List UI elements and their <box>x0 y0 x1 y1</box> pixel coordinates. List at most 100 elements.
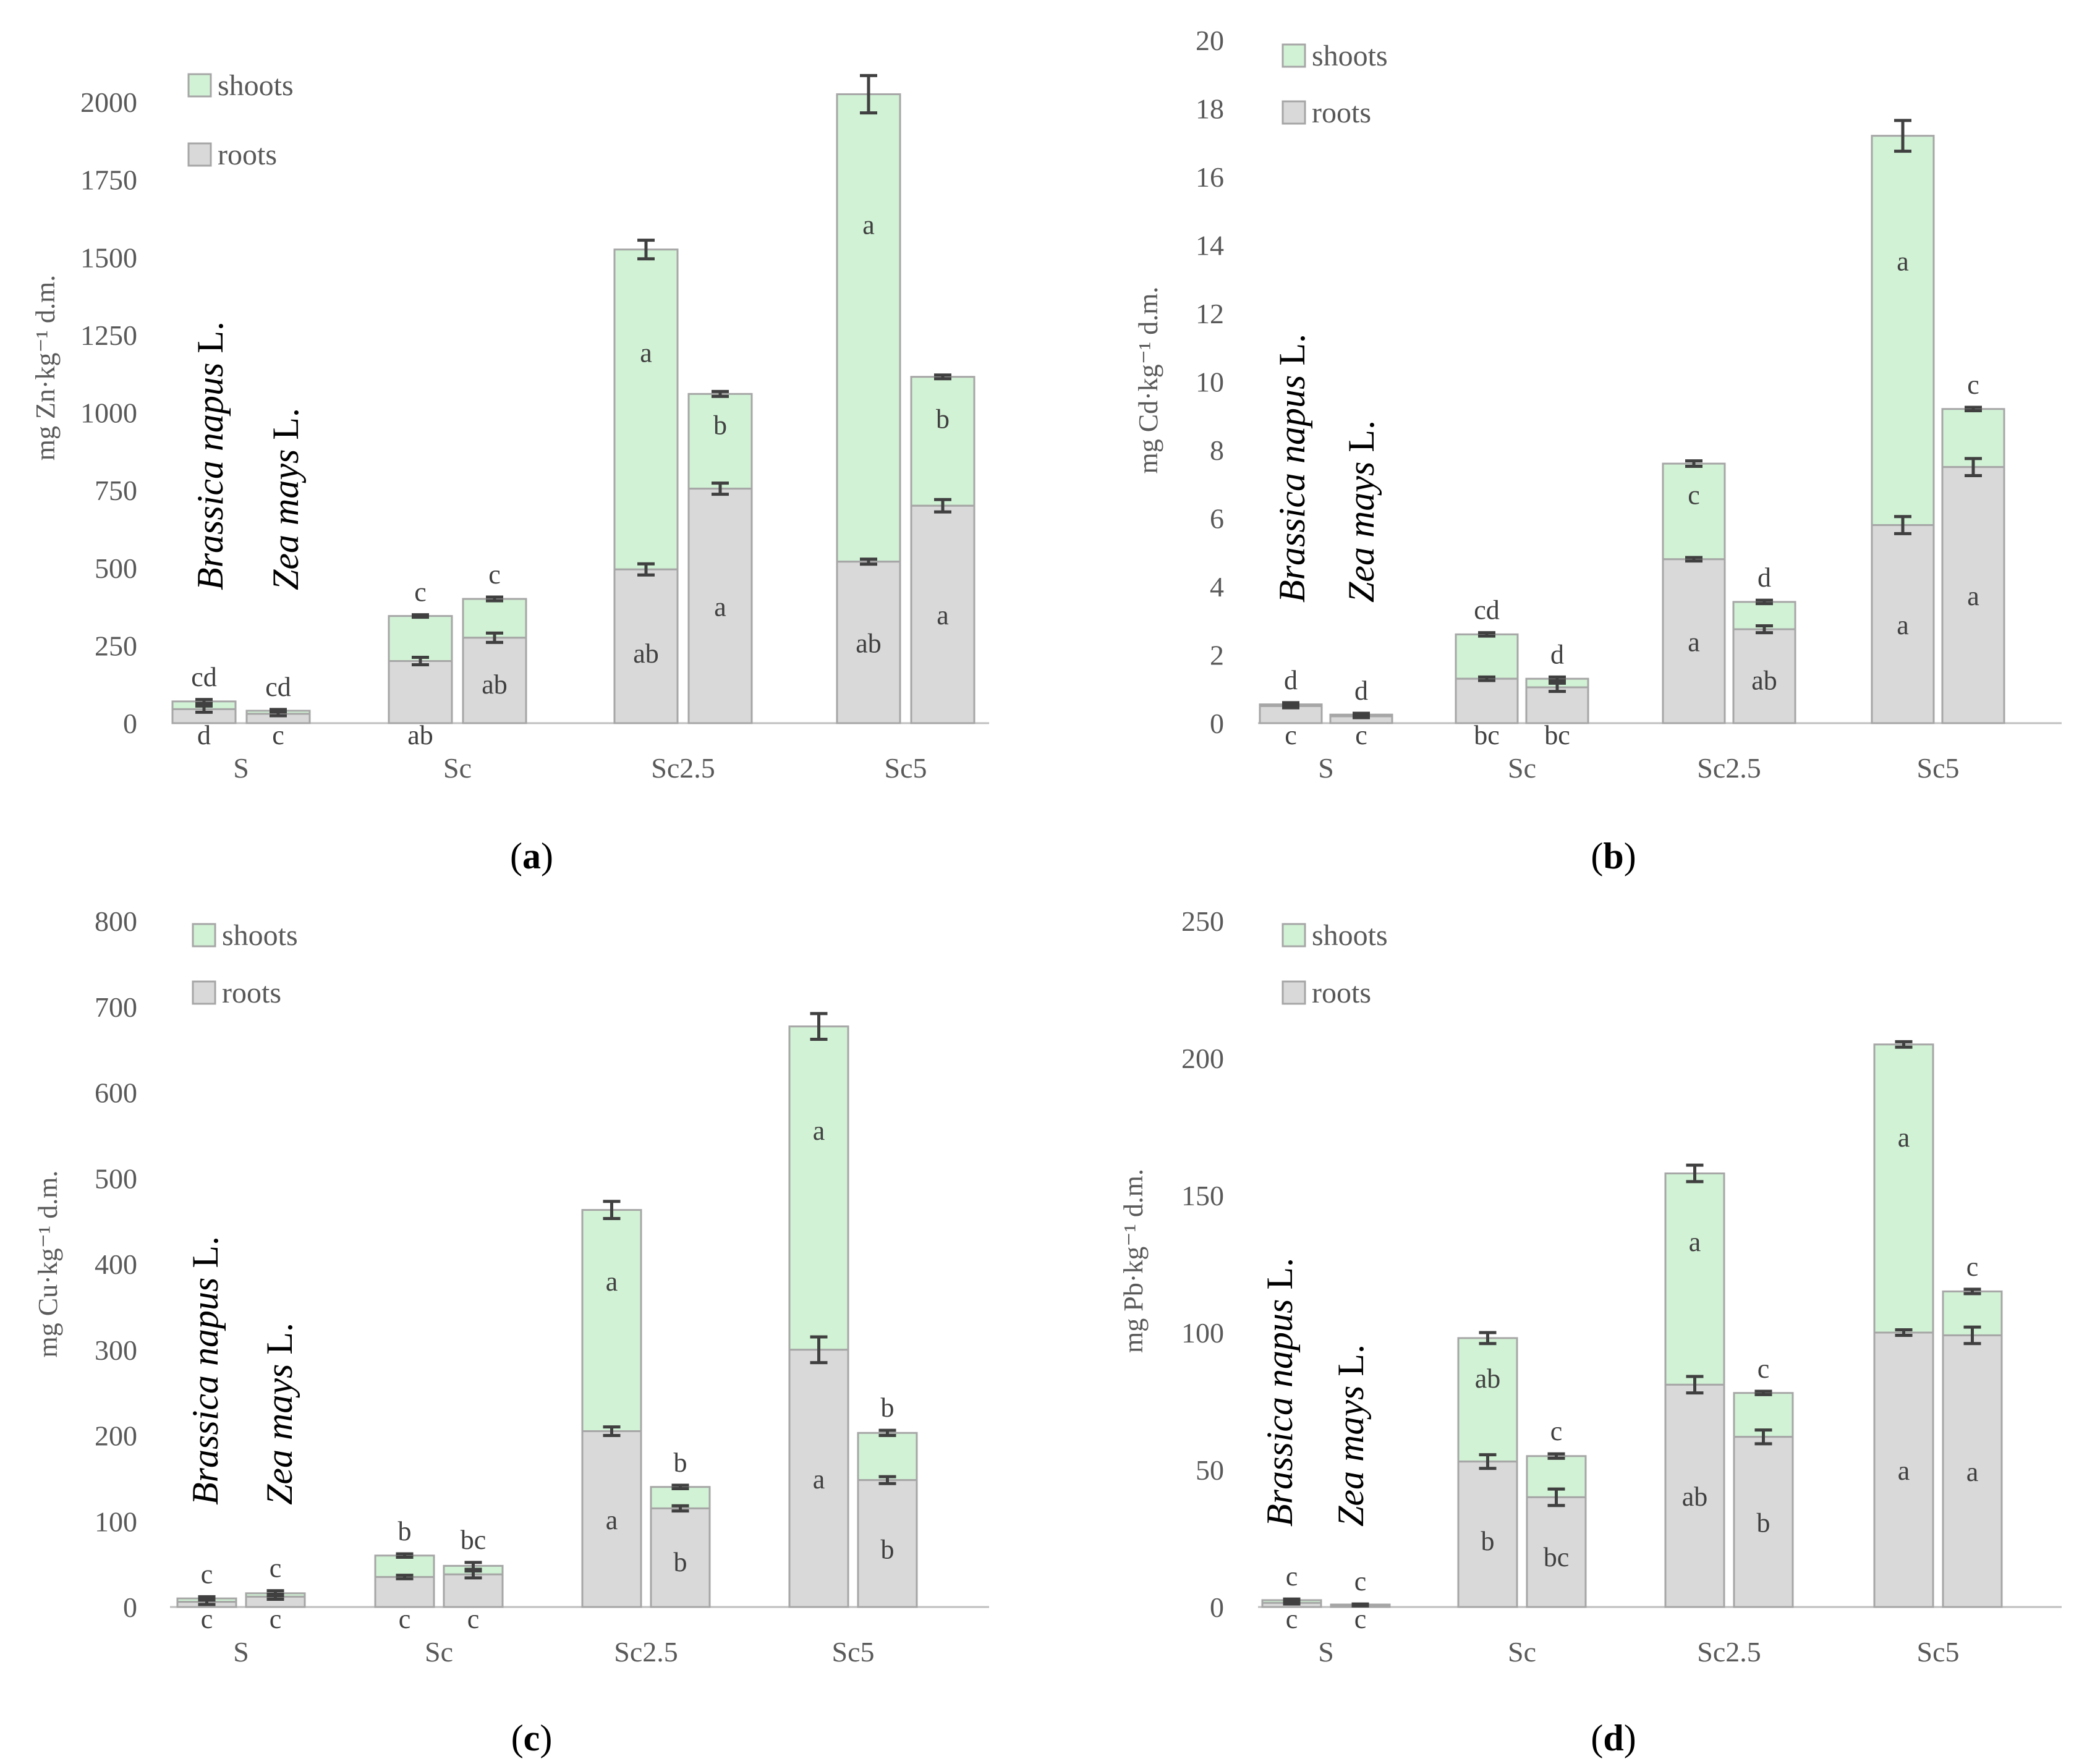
error-bar-roots <box>195 704 213 714</box>
y-tick-label: 300 <box>95 1334 137 1366</box>
data-label-roots: a <box>1688 627 1700 657</box>
error-bar-roots <box>810 1335 828 1365</box>
y-tick-label: 600 <box>95 1077 137 1109</box>
data-label-shoots: c <box>1967 370 1979 400</box>
x-tick-label: Sc2.5 <box>651 752 715 784</box>
panel-c: mg Cu·kg⁻¹ d.m. shoots roots Brassica na… <box>33 905 989 1758</box>
legend-label-shoots: shoots <box>222 919 298 952</box>
error-bar-total <box>1965 405 1982 412</box>
y-tick-label: 500 <box>95 553 137 584</box>
bar-segment-shoots <box>1664 1172 1725 1386</box>
bar-Sc2.5-brassica: aa <box>581 1200 642 1608</box>
bar-segment-shoots <box>1871 135 1935 527</box>
data-label-shoots: b <box>713 410 727 440</box>
data-label-roots: ab <box>856 628 882 658</box>
bar-segment-roots <box>1525 686 1589 724</box>
x-tick-label: Sc2.5 <box>1697 1636 1761 1668</box>
y-tick-label: 100 <box>1181 1317 1224 1349</box>
y-tick-label: 20 <box>1196 25 1224 56</box>
error-bar-roots <box>1478 675 1495 682</box>
data-label-shoots: b <box>936 404 950 434</box>
data-label-shoots: d <box>1284 665 1298 695</box>
bar-Sc2.5-brassica: ab a <box>613 239 679 724</box>
bar-Sc2.5-zea: ab <box>687 389 753 724</box>
error-bar-total <box>1283 1597 1301 1603</box>
panel-letter: c <box>524 1718 540 1758</box>
y-tick-label: 200 <box>95 1420 137 1452</box>
error-bar-roots <box>412 655 429 667</box>
bar-segment-roots <box>1871 524 1935 724</box>
species-label-zea: Zea mays L. <box>1330 1344 1371 1527</box>
data-label-shoots: c <box>1354 1566 1367 1597</box>
error-bar-roots <box>671 1504 689 1513</box>
panel-letter: d <box>1603 1718 1623 1758</box>
data-label-shoots: c <box>1688 480 1700 511</box>
y-tick-label: 1500 <box>80 242 137 273</box>
x-tick-label: Sc <box>443 752 472 784</box>
data-label-shoots: c <box>488 559 501 590</box>
data-label-roots: a <box>606 1505 618 1535</box>
bar-Sc5-zea: ac <box>1942 1252 2003 1608</box>
bar-S-zea: cc <box>245 1553 306 1634</box>
error-bar-total <box>198 1595 216 1602</box>
bar-segment-shoots <box>857 1431 918 1482</box>
y-tick-label: 16 <box>1196 161 1224 193</box>
legend-swatch-roots <box>1282 980 1306 1005</box>
x-tick-label: Sc5 <box>1917 752 1960 784</box>
error-bar-total <box>712 389 729 398</box>
species-label-zea: Zea mays L. <box>1341 420 1382 603</box>
legend-swatch-shoots <box>187 73 212 98</box>
error-bar-roots <box>1756 624 1773 635</box>
y-tick-label: 10 <box>1196 367 1224 398</box>
bar-Sc2.5-zea: bb <box>650 1448 711 1608</box>
bar-segment-shoots <box>374 1554 435 1578</box>
bar-Sc2.5-brassica: ab a <box>1664 1163 1725 1608</box>
y-tick-label: 700 <box>95 991 137 1023</box>
bar-S-brassica: d cd <box>171 662 237 750</box>
data-label-shoots: a <box>640 337 652 368</box>
data-label-roots: b <box>674 1547 687 1577</box>
species-genus-brassica: Brassica napus <box>1272 375 1312 603</box>
error-bar-total <box>266 1589 284 1598</box>
species-genus-zea: Zea mays <box>1341 462 1382 603</box>
data-label-shoots: cd <box>1474 595 1500 625</box>
y-tick-label: 12 <box>1196 298 1224 329</box>
error-bar-roots <box>464 1569 482 1580</box>
species-authority-zea: L. <box>1330 1344 1371 1376</box>
legend-label-roots: roots <box>222 977 281 1009</box>
bar-Sc-brassica: b ab <box>1457 1331 1518 1608</box>
bar-segment-roots <box>443 1573 504 1608</box>
bar-segment-shoots <box>1662 462 1726 561</box>
x-tick-label: S <box>1318 752 1334 784</box>
error-bar-roots <box>1965 457 1982 477</box>
data-label-roots: c <box>467 1604 480 1634</box>
error-bar-total <box>1351 1602 1369 1607</box>
error-bar-total <box>1479 1331 1497 1346</box>
error-bar-total <box>1756 598 1773 606</box>
legend-swatch-shoots <box>1282 43 1306 68</box>
panel-caption: (d) <box>1591 1718 1636 1758</box>
error-bar-roots <box>712 481 729 496</box>
y-tick-label: 0 <box>123 708 137 739</box>
legend: shoots roots <box>187 69 294 171</box>
data-label-shoots: d <box>1758 562 1771 593</box>
data-label-roots: c <box>399 1604 411 1634</box>
bar-S-zea: cd <box>1329 676 1393 750</box>
y-tick-label: 400 <box>95 1249 137 1280</box>
data-label-roots: c <box>1286 1604 1298 1634</box>
error-bar-total <box>810 1012 828 1041</box>
error-bar-roots <box>934 498 951 514</box>
data-label-roots: c <box>201 1604 213 1634</box>
species-authority-brassica: L. <box>190 321 231 354</box>
panel-b: mg Cd·kg⁻¹ d.m. shoots roots Brassica na… <box>1133 25 2062 876</box>
data-label-roots: c <box>1354 1604 1367 1634</box>
error-bar-total <box>860 74 877 115</box>
legend-label-roots: roots <box>1312 96 1371 129</box>
bar-S-brassica: cc <box>1261 1561 1322 1634</box>
y-tick-label: 250 <box>95 630 137 661</box>
bar-Sc5-brassica: ab a <box>836 74 901 724</box>
panel-letter: b <box>1603 836 1623 876</box>
species-label-brassica: Brassica napus L. <box>1259 1258 1300 1527</box>
data-label-roots: bc <box>1544 720 1570 750</box>
